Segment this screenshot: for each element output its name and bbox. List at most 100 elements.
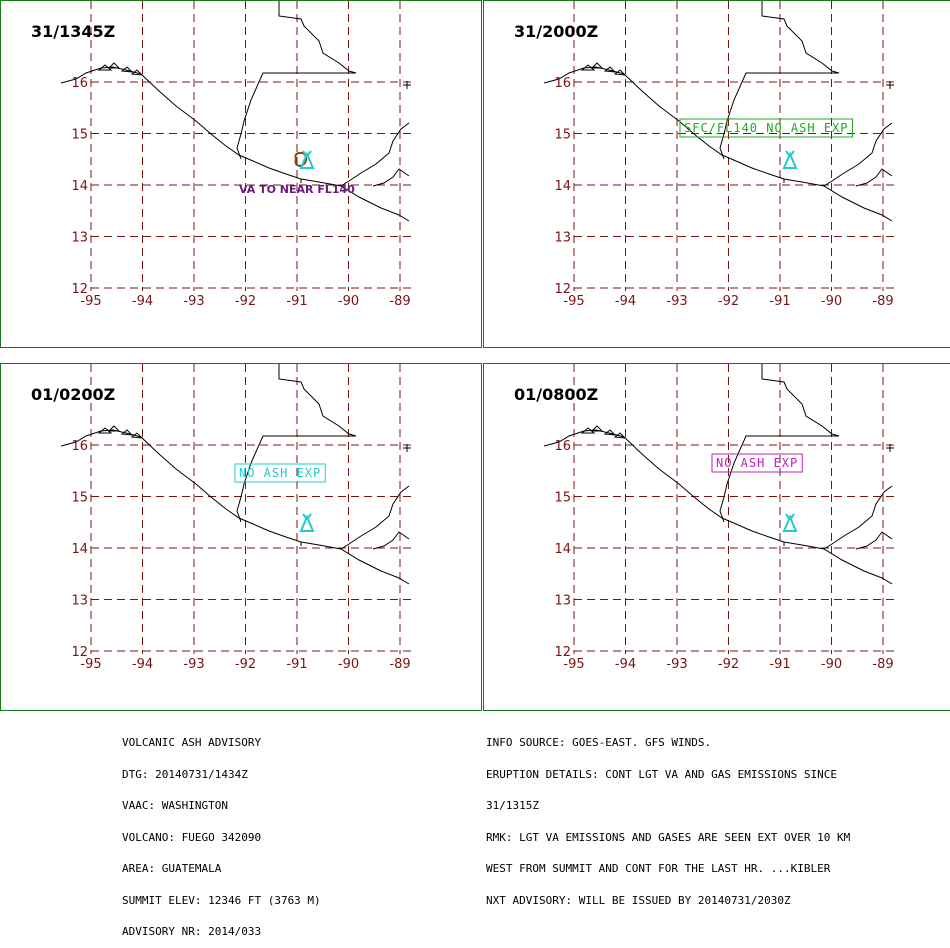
volcano-icon (299, 513, 315, 532)
lat-lon-grid (90, 1, 411, 291)
advisory-eruption-time: 31/1315Z (486, 799, 539, 812)
ash-forecast-label-box (234, 463, 326, 483)
advisory-number: ADVISORY NR: 2014/033 (122, 925, 262, 938)
advisory-summit-elev: SUMMIT ELEV: 12346 FT (3763 M) (122, 893, 321, 907)
lat-lon-grid (90, 364, 411, 654)
lat-tick-label: 14 (554, 179, 571, 194)
advisory-title: VOLCANIC ASH ADVISORY (122, 736, 262, 749)
volcano-icon (782, 513, 798, 532)
lon-tick-label: -93 (666, 657, 687, 672)
coastline (60, 429, 410, 585)
lon-tick-label: -94 (615, 657, 636, 672)
lon-tick-label: -89 (389, 657, 410, 672)
lat-tick-label: 15 (554, 128, 571, 143)
lon-tick-label: -92 (718, 657, 739, 672)
lon-tick-label: -93 (183, 657, 204, 672)
forecast-panel-1: -95 -94 -93 -92 -91 -90 -89 16 15 14 13 12 VA TO NEA… (0, 0, 482, 348)
lon-tick-label: -90 (821, 294, 842, 309)
lon-tick-label: -91 (286, 657, 307, 672)
lat-tick-label: 15 (71, 491, 88, 506)
lat-tick-label: 16 (71, 76, 88, 91)
coastline (543, 66, 893, 222)
lat-tick-label: 14 (71, 542, 88, 557)
lon-tick-label: -89 (872, 657, 893, 672)
advisory-remark: RMK: LGT VA EMISSIONS AND GASES ARE SEEN… (486, 830, 851, 844)
ash-forecast-label-box (711, 453, 803, 473)
volcano-icon (782, 150, 798, 169)
lon-tick-label: -91 (286, 294, 307, 309)
lon-tick-label: -95 (80, 657, 101, 672)
lon-tick-label: -91 (769, 294, 790, 309)
country-borders (236, 364, 410, 550)
advisory-vaac: VAAC: WASHINGTON (122, 799, 228, 812)
lon-tick-label: -93 (183, 294, 204, 309)
country-borders (236, 1, 410, 187)
lon-tick-label: -91 (769, 657, 790, 672)
advisory-info-right: INFO SOURCE: GOES-EAST. GFS WINDS. ERUPT… (486, 717, 850, 917)
lat-tick-label: 13 (71, 231, 88, 246)
lat-tick-label: 12 (554, 282, 571, 297)
ash-forecast-label: NO ASH EXP (716, 456, 798, 470)
lat-tick-label: 16 (554, 76, 571, 91)
lat-tick-label: 12 (71, 645, 88, 660)
map-svg: -95 -94 -93 -92 -91 -90 -89 16 15 14 13 12 SFC/FL140… (514, 1, 894, 309)
advisory-remark-cont: WEST FROM SUMMIT AND CONT FOR THE LAST H… (486, 862, 831, 875)
lon-tick-label: -95 (80, 294, 101, 309)
lat-tick-label: 13 (554, 594, 571, 609)
lon-tick-label: -89 (389, 294, 410, 309)
advisory-next: NXT ADVISORY: WILL BE ISSUED BY 20140731… (486, 893, 791, 907)
advisory-info-left: VOLCANIC ASH ADVISORY DTG: 20140731/1434… (122, 717, 321, 948)
coast-islands (580, 62, 627, 76)
lat-lon-grid (573, 1, 894, 291)
valid-time-label: 01/0800Z (514, 385, 598, 404)
forecast-panel-4: -95 -94 -93 -92 -91 -90 -89 16 15 14 13 12 NO ASH EX… (483, 363, 950, 711)
coast-islands (580, 425, 627, 439)
lat-tick-label: 16 (554, 439, 571, 454)
map-svg: -95 -94 -93 -92 -91 -90 -89 16 15 14 13 12 NO ASH EX… (31, 364, 411, 672)
lon-tick-label: -92 (235, 294, 256, 309)
map-svg: -95 -94 -93 -92 -91 -90 -89 16 15 14 13 12 NO ASH EX… (514, 364, 894, 672)
lat-tick-label: 13 (554, 231, 571, 246)
lon-tick-label: -90 (821, 657, 842, 672)
lon-tick-label: -95 (563, 294, 584, 309)
forecast-panel-2: -95 -94 -93 -92 -91 -90 -89 16 15 14 13 12 SFC/FL140… (483, 0, 950, 348)
lon-tick-label: -92 (235, 657, 256, 672)
ash-forecast-label: NO ASH EXP (239, 466, 321, 480)
ash-forecast-label-box (679, 118, 853, 138)
advisory-eruption-details: ERUPTION DETAILS: CONT LGT VA AND GAS EM… (486, 767, 837, 781)
lon-tick-label: -90 (338, 294, 359, 309)
lat-tick-label: 15 (71, 128, 88, 143)
country-borders (719, 364, 893, 550)
lat-lon-grid (573, 364, 894, 654)
forecast-panel-3: -95 -94 -93 -92 -91 -90 -89 16 15 14 13 12 NO ASH EX… (0, 363, 482, 711)
lat-tick-label: 12 (71, 282, 88, 297)
coast-islands (97, 62, 144, 76)
lon-tick-label: -89 (872, 294, 893, 309)
lon-tick-label: -94 (615, 294, 636, 309)
advisory-dtg: DTG: 20140731/1434Z (122, 767, 248, 781)
coastline (60, 66, 410, 222)
map-svg: -95 -94 -93 -92 -91 -90 -89 16 15 14 13 12 VA TO NEA… (31, 1, 411, 309)
ash-forecast-label: SFC/FL140 NO ASH EXP (684, 121, 849, 135)
advisory-area: AREA: GUATEMALA (122, 862, 222, 875)
volcano-icon (299, 150, 315, 169)
lon-tick-label: -94 (132, 657, 153, 672)
advisory-info-source: INFO SOURCE: GOES-EAST. GFS WINDS. (486, 736, 712, 749)
lat-tick-label: 14 (554, 542, 571, 557)
valid-time-label: 31/1345Z (31, 22, 115, 41)
ash-forecast-label: VA TO NEAR FL140 (239, 183, 355, 196)
advisory-volcano: VOLCANO: FUEGO 342090 (122, 830, 262, 844)
lon-tick-label: -92 (718, 294, 739, 309)
lat-tick-label: 15 (554, 491, 571, 506)
lon-tick-label: -93 (666, 294, 687, 309)
lon-tick-label: -95 (563, 657, 584, 672)
coast-islands (97, 425, 144, 439)
lat-tick-label: 16 (71, 439, 88, 454)
valid-time-label: 31/2000Z (514, 22, 598, 41)
lat-tick-label: 13 (71, 594, 88, 609)
lat-tick-label: 12 (554, 645, 571, 660)
lat-tick-label: 14 (71, 179, 88, 194)
valid-time-label: 01/0200Z (31, 385, 115, 404)
lon-tick-label: -90 (338, 657, 359, 672)
country-borders (719, 1, 893, 187)
